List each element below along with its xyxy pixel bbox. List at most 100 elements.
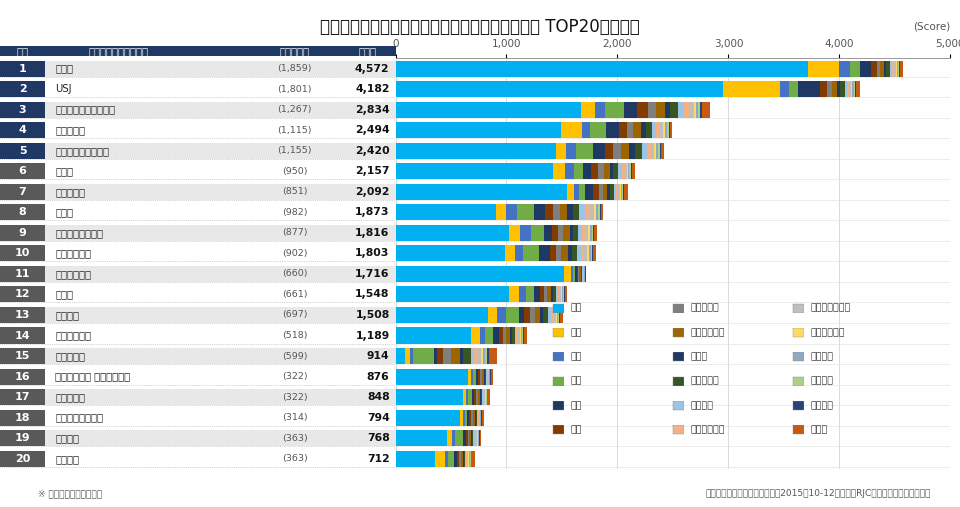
Text: 17: 17: [14, 392, 31, 402]
Text: 6: 6: [18, 166, 27, 176]
Text: ※ プレイスタグ集計結果: ※ プレイスタグ集計結果: [38, 489, 103, 498]
Bar: [890, 60, 892, 77]
Bar: [0, 266, 396, 282]
Text: (661): (661): [282, 290, 307, 299]
Bar: [459, 451, 461, 467]
Text: 伏見稲荷大社: 伏見稲荷大社: [56, 248, 91, 259]
Bar: [581, 266, 582, 282]
Bar: [897, 60, 899, 77]
Bar: [590, 204, 594, 221]
Bar: [627, 122, 634, 138]
Bar: [593, 142, 605, 159]
Bar: [660, 122, 663, 138]
Bar: [780, 81, 789, 97]
Bar: [694, 101, 696, 118]
Bar: [505, 245, 515, 262]
Bar: [560, 204, 567, 221]
Text: 1,803: 1,803: [355, 248, 390, 259]
Bar: [486, 369, 487, 385]
Bar: [616, 184, 618, 200]
Bar: [478, 369, 480, 385]
Bar: [558, 307, 559, 323]
Bar: [0, 142, 45, 159]
Bar: [679, 101, 684, 118]
Text: 香港: 香港: [570, 401, 582, 410]
Bar: [0, 142, 396, 159]
Bar: [396, 204, 495, 221]
Bar: [591, 163, 598, 179]
Bar: [651, 142, 655, 159]
Text: インド: インド: [690, 352, 708, 361]
Bar: [564, 225, 569, 241]
Bar: [559, 307, 560, 323]
Bar: [0, 101, 396, 118]
Bar: [0, 184, 45, 200]
Bar: [0, 81, 45, 97]
Bar: [469, 430, 471, 446]
Bar: [894, 60, 896, 77]
Bar: [601, 204, 604, 221]
Text: 出典：「インバウンドレポート2015年10-12月期」（RJCリサーチ／ナイトレイ）: 出典：「インバウンドレポート2015年10-12月期」（RJCリサーチ／ナイトレ…: [706, 489, 931, 498]
Bar: [0, 101, 45, 118]
Text: 15: 15: [14, 351, 30, 361]
Bar: [463, 451, 464, 467]
Text: 13: 13: [14, 310, 30, 320]
Bar: [655, 142, 657, 159]
Bar: [854, 81, 856, 97]
Bar: [396, 142, 556, 159]
Bar: [534, 286, 540, 303]
Bar: [560, 286, 562, 303]
Bar: [0, 451, 45, 467]
Bar: [689, 101, 694, 118]
Text: 東京ディズニーシー: 東京ディズニーシー: [56, 146, 109, 156]
Bar: [465, 410, 468, 426]
Text: (1,801): (1,801): [277, 85, 312, 94]
Bar: [588, 225, 589, 241]
Bar: [482, 389, 483, 405]
Bar: [594, 204, 596, 221]
Bar: [612, 163, 618, 179]
Text: インドネシア: インドネシア: [690, 328, 725, 337]
Bar: [518, 307, 524, 323]
Text: 14: 14: [14, 331, 31, 341]
Bar: [480, 369, 482, 385]
Text: 2,420: 2,420: [355, 146, 390, 156]
Bar: [526, 286, 534, 303]
Text: (363): (363): [282, 433, 307, 443]
Text: フィリピン: フィリピン: [690, 304, 719, 313]
Bar: [396, 328, 470, 344]
Bar: [479, 410, 480, 426]
Bar: [621, 184, 622, 200]
Bar: [515, 328, 516, 344]
Bar: [566, 142, 576, 159]
Bar: [610, 184, 614, 200]
Bar: [567, 204, 572, 221]
Text: 2,834: 2,834: [355, 104, 390, 115]
Bar: [564, 266, 571, 282]
Text: アルゼンチン: アルゼンチン: [810, 328, 845, 337]
Bar: [0, 46, 396, 56]
Bar: [577, 266, 578, 282]
Bar: [396, 348, 404, 364]
Bar: [482, 369, 484, 385]
Text: 東京ディズニーランド: 東京ディズニーランド: [56, 104, 115, 115]
Bar: [557, 307, 558, 323]
Bar: [593, 184, 599, 200]
Bar: [474, 348, 477, 364]
Text: 11: 11: [14, 269, 31, 279]
Bar: [499, 328, 503, 344]
Bar: [556, 245, 562, 262]
Bar: [0, 348, 45, 364]
Bar: [443, 348, 451, 364]
Text: (660): (660): [282, 269, 307, 278]
Bar: [487, 369, 488, 385]
Bar: [665, 101, 670, 118]
Bar: [0, 389, 45, 405]
Bar: [489, 348, 497, 364]
Bar: [540, 245, 550, 262]
Bar: [509, 225, 520, 241]
Bar: [0, 204, 45, 221]
Bar: [554, 163, 565, 179]
Bar: [467, 451, 468, 467]
Bar: [455, 430, 463, 446]
